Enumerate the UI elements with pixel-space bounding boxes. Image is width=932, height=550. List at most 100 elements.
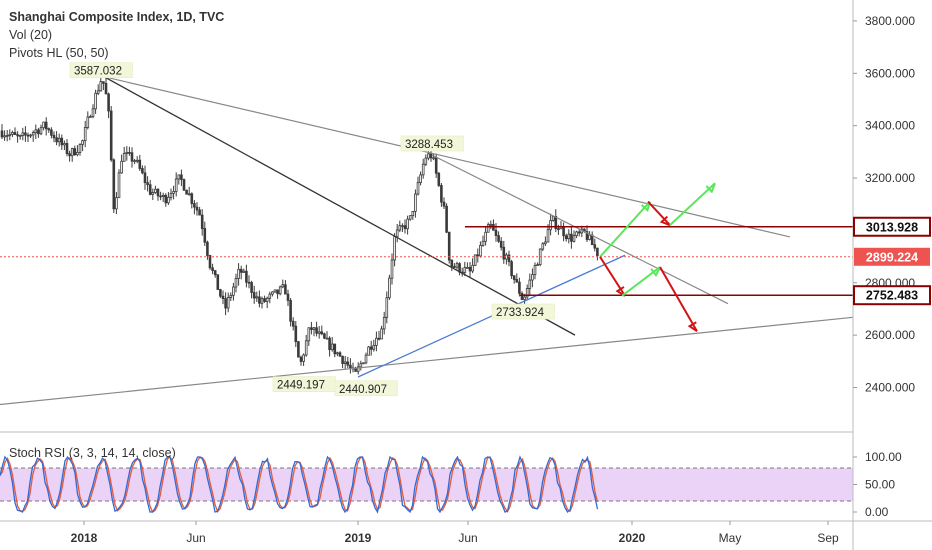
candle-body bbox=[109, 110, 113, 161]
candle-body bbox=[333, 343, 337, 355]
candle-body bbox=[130, 152, 134, 162]
candle-body bbox=[107, 93, 110, 112]
price-candles bbox=[0, 75, 599, 375]
candle-body bbox=[380, 328, 383, 340]
candle-body bbox=[193, 203, 196, 208]
arrow-down bbox=[659, 266, 698, 332]
candle-body bbox=[315, 327, 318, 334]
candle-body bbox=[143, 172, 147, 184]
candle-body bbox=[190, 193, 194, 204]
candle-body bbox=[499, 240, 503, 248]
candle-body bbox=[330, 343, 334, 351]
candle-body bbox=[52, 134, 56, 139]
candle-body bbox=[369, 346, 373, 350]
candle-body bbox=[481, 240, 485, 246]
candle-body bbox=[408, 215, 412, 220]
price-tick-label: 3800.000 bbox=[865, 14, 915, 28]
candle-body bbox=[440, 185, 443, 203]
candle-body bbox=[242, 270, 246, 273]
candle-body bbox=[473, 254, 477, 266]
candle-body bbox=[424, 157, 428, 165]
candle-body bbox=[273, 289, 277, 293]
candle-body bbox=[91, 108, 95, 117]
candle-body bbox=[429, 153, 433, 159]
candle-body bbox=[450, 259, 454, 267]
candle-body bbox=[177, 174, 181, 180]
candle-body bbox=[3, 135, 6, 138]
candle-body bbox=[549, 220, 552, 231]
candle-body bbox=[294, 325, 298, 343]
candle-body bbox=[200, 214, 204, 229]
candle-body bbox=[148, 184, 152, 195]
candle-body bbox=[5, 135, 9, 137]
arrow-up bbox=[669, 182, 716, 226]
pivot-label-bg bbox=[491, 303, 555, 320]
time-tick-label: Sep bbox=[817, 531, 839, 545]
candle-body bbox=[245, 270, 248, 283]
candle-body bbox=[55, 137, 58, 143]
price-badge-bg bbox=[853, 285, 931, 306]
candle-body bbox=[78, 143, 82, 153]
candle-body bbox=[416, 182, 420, 195]
pivot-label-bg bbox=[69, 62, 133, 79]
candle-body bbox=[432, 157, 435, 160]
candle-body bbox=[486, 224, 490, 233]
trendline-descending-upper bbox=[103, 76, 791, 238]
pivot-labels: 3587.032 3288.453 2733.924 2449.197 2440.907 bbox=[69, 62, 555, 397]
candle-body bbox=[395, 229, 399, 238]
trendline-support-rising bbox=[357, 254, 626, 378]
candle-body bbox=[414, 193, 417, 212]
candle-body bbox=[382, 316, 386, 330]
candle-body bbox=[135, 159, 139, 162]
arrow-up-head bbox=[705, 182, 716, 194]
candle-body bbox=[34, 129, 38, 134]
candle-body bbox=[211, 267, 214, 272]
candle-body bbox=[336, 352, 339, 355]
candle-body bbox=[172, 191, 175, 194]
candle-body bbox=[489, 223, 493, 226]
candle-body bbox=[302, 354, 305, 362]
chart-title: Shanghai Composite Index, 1D, TVC bbox=[9, 10, 225, 24]
candle-body bbox=[226, 297, 230, 309]
price-tick-label: 3600.000 bbox=[865, 66, 915, 80]
chart-legend: Shanghai Composite Index, 1D, TVC Vol (2… bbox=[9, 8, 224, 62]
candle-body bbox=[63, 143, 66, 146]
candle-body bbox=[437, 172, 441, 186]
legend-volume: Vol (20) bbox=[9, 28, 53, 42]
candle-body bbox=[70, 148, 74, 157]
candle-body bbox=[219, 289, 222, 297]
candle-body bbox=[575, 231, 578, 237]
candle-body bbox=[133, 160, 136, 163]
candle-body bbox=[341, 355, 344, 364]
candle-body bbox=[343, 361, 347, 364]
candle-body bbox=[447, 231, 451, 261]
candle-body bbox=[213, 270, 217, 276]
arrow-down-head bbox=[659, 215, 671, 227]
candle-body bbox=[18, 135, 22, 137]
candle-body bbox=[31, 132, 35, 136]
candle-body bbox=[11, 132, 14, 135]
pivot-label-bg bbox=[400, 135, 464, 152]
candle-body bbox=[544, 241, 547, 245]
candle-body bbox=[174, 178, 178, 192]
price-badges: 3013.928 2899.224 2752.483 bbox=[853, 216, 931, 306]
candle-body bbox=[263, 298, 266, 302]
candle-body bbox=[411, 210, 415, 217]
candle-body bbox=[117, 172, 121, 199]
candle-body bbox=[167, 196, 170, 204]
candle-body bbox=[533, 265, 537, 275]
candle-body bbox=[271, 291, 274, 295]
candle-body bbox=[507, 254, 511, 263]
candle-body bbox=[362, 362, 365, 365]
candle-body bbox=[216, 274, 220, 290]
price-badge-bg bbox=[854, 247, 930, 266]
candle-body bbox=[453, 266, 456, 268]
time-tick-label: 2018 bbox=[71, 531, 98, 545]
candle-body bbox=[593, 244, 597, 249]
candle-body bbox=[312, 327, 316, 330]
candle-body bbox=[403, 225, 407, 230]
price-badge-bg bbox=[853, 216, 931, 237]
candle-body bbox=[291, 320, 295, 327]
candle-body bbox=[26, 134, 30, 137]
